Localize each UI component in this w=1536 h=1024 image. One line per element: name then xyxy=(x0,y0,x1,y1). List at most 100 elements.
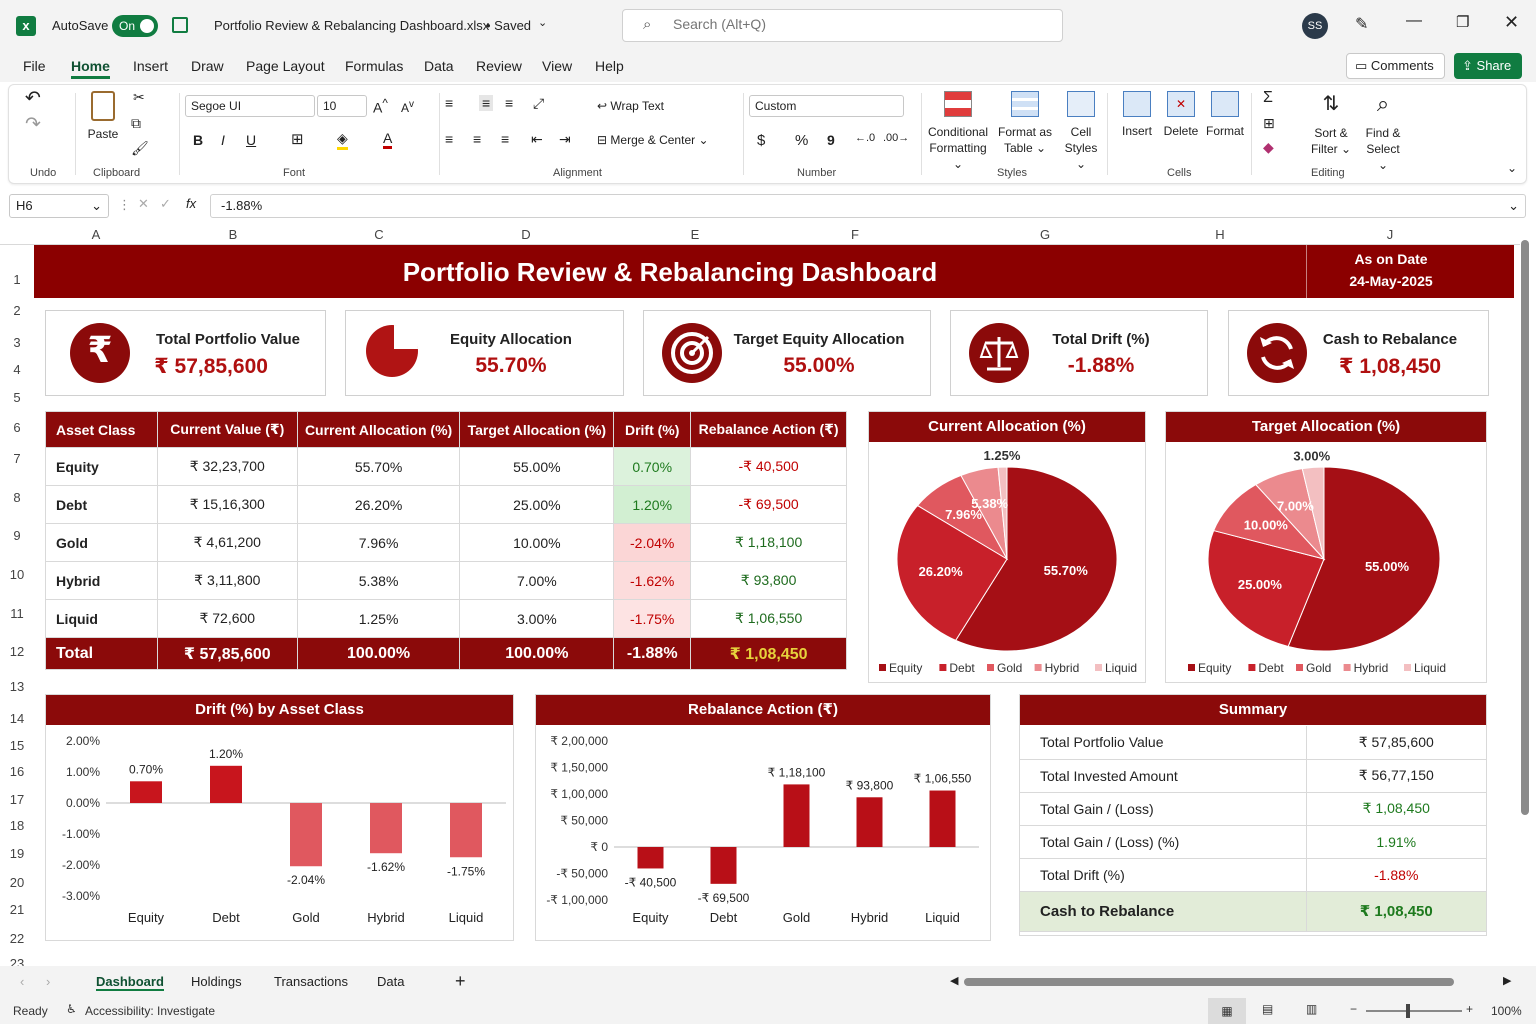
tab-draw[interactable]: Draw xyxy=(191,58,224,74)
row-header[interactable]: 1 xyxy=(13,272,21,287)
asset-class-cell[interactable]: Equity xyxy=(45,447,158,486)
row-header[interactable]: 2 xyxy=(13,303,21,318)
column-header[interactable]: H xyxy=(1215,227,1225,242)
bar-hybrid[interactable] xyxy=(370,803,402,854)
formula-input[interactable]: -1.88% ⌄ xyxy=(210,194,1526,218)
row-header[interactable]: 6 xyxy=(13,420,21,435)
asset-class-cell[interactable]: Debt xyxy=(45,485,158,524)
borders-icon[interactable]: ⊞ xyxy=(291,131,304,148)
number-format-select[interactable]: Custom xyxy=(749,95,904,117)
pie-slice-equity[interactable] xyxy=(954,466,1118,652)
total-cell[interactable]: 100.00% xyxy=(296,637,461,670)
current-allocation-cell[interactable]: 1.25% xyxy=(296,599,461,638)
cell-styles-button[interactable]: Cell Styles ⌄ xyxy=(1059,91,1103,172)
italic-button[interactable]: I xyxy=(221,132,225,148)
search-input[interactable] xyxy=(673,16,1033,32)
bar-equity[interactable] xyxy=(637,847,664,869)
row-header[interactable]: 13 xyxy=(9,679,25,694)
row-header[interactable]: 15 xyxy=(9,738,25,753)
asset-class-cell[interactable]: Liquid xyxy=(45,599,158,638)
row-header[interactable]: 12 xyxy=(9,644,25,659)
ribbon-expand-icon[interactable]: ⌄ xyxy=(1507,161,1518,175)
share-button[interactable]: ⇪ Share xyxy=(1454,53,1522,79)
zoom-level[interactable]: 100% xyxy=(1491,1004,1522,1018)
row-header[interactable]: 22 xyxy=(9,931,25,946)
zoom-thumb[interactable] xyxy=(1406,1004,1410,1018)
merge-center-button[interactable]: ⊟ Merge & Center ⌄ xyxy=(597,133,709,147)
delete-cells-button[interactable]: ✕ Delete xyxy=(1161,91,1201,138)
column-header[interactable]: G xyxy=(1039,227,1051,242)
tab-view[interactable]: View xyxy=(542,58,573,74)
normal-view-icon[interactable]: ▦ xyxy=(1208,998,1246,1024)
asset-class-cell[interactable]: Gold xyxy=(45,523,158,562)
column-header[interactable]: A xyxy=(91,227,101,242)
rebalance-action-cell[interactable]: ₹ 93,800 xyxy=(690,561,847,600)
add-sheet-icon[interactable]: + xyxy=(455,971,466,991)
pie-slice-gold[interactable] xyxy=(1212,483,1326,560)
restore-icon[interactable]: ❐ xyxy=(1456,14,1470,31)
row-header[interactable]: 16 xyxy=(9,764,25,779)
enter-icon[interactable]: ✓ xyxy=(160,196,171,211)
pie-slice-debt[interactable] xyxy=(896,504,1008,642)
sheet-tab-transactions[interactable]: Transactions xyxy=(274,974,348,989)
column-header[interactable]: F xyxy=(851,227,859,242)
decrease-decimal-icon[interactable]: .00→ xyxy=(883,132,910,144)
drift-cell[interactable]: -1.62% xyxy=(613,561,692,600)
comments-button[interactable]: ▭ Comments xyxy=(1346,53,1445,79)
align-right-icon[interactable]: ≡ xyxy=(501,131,510,147)
tab-review[interactable]: Review xyxy=(476,58,522,74)
summary-value[interactable]: -1.88% xyxy=(1306,858,1486,892)
sheet-tab-data[interactable]: Data xyxy=(377,974,405,989)
rebalance-action-cell[interactable]: -₹ 40,500 xyxy=(690,447,847,486)
row-header[interactable]: 8 xyxy=(13,490,21,505)
bar-gold[interactable] xyxy=(783,784,810,847)
avatar[interactable]: SS xyxy=(1302,13,1328,39)
clear-icon[interactable]: ◆ xyxy=(1263,139,1274,155)
tab-page-layout[interactable]: Page Layout xyxy=(246,58,325,74)
pie-slice-equity[interactable] xyxy=(1287,466,1441,652)
search-box[interactable]: ⌕ xyxy=(622,9,1063,42)
bar-hybrid[interactable] xyxy=(856,797,883,847)
asset-class-cell[interactable]: Hybrid xyxy=(45,561,158,600)
pie-slice-liquid[interactable] xyxy=(997,466,1008,560)
total-cell[interactable]: Total xyxy=(45,637,158,670)
minimize-icon[interactable]: — xyxy=(1406,12,1422,29)
drift-cell[interactable]: 0.70% xyxy=(613,447,692,486)
accessibility-icon[interactable]: ♿ xyxy=(66,1002,77,1016)
target-allocation-cell[interactable]: 25.00% xyxy=(459,485,615,524)
zoom-slider[interactable] xyxy=(1366,1004,1462,1018)
tab-home[interactable]: Home xyxy=(71,58,110,79)
current-allocation-cell[interactable]: 7.96% xyxy=(296,523,461,562)
grow-font-icon[interactable]: A^ xyxy=(373,97,388,116)
bold-button[interactable]: B xyxy=(193,132,204,148)
redo-icon[interactable]: ↷ xyxy=(25,114,41,135)
rebalance-action-cell[interactable]: -₹ 69,500 xyxy=(690,485,847,524)
increase-decimal-icon[interactable]: ←.0 xyxy=(855,132,876,144)
pen-icon[interactable]: ✎ xyxy=(1355,16,1369,33)
align-top-icon[interactable]: ≡ xyxy=(445,95,454,111)
paste-button[interactable]: Paste xyxy=(87,91,119,141)
current-allocation-cell[interactable]: 55.70% xyxy=(296,447,461,486)
underline-button[interactable]: U xyxy=(246,132,257,148)
rebalance-action-cell[interactable]: ₹ 1,18,100 xyxy=(690,523,847,562)
expand-formula-icon[interactable]: ⌄ xyxy=(1508,198,1519,213)
row-header[interactable]: 21 xyxy=(9,902,25,917)
current-value-cell[interactable]: ₹ 3,11,800 xyxy=(156,561,298,600)
save-state[interactable]: • Saved xyxy=(486,18,532,33)
format-cells-button[interactable]: Format xyxy=(1205,91,1245,138)
row-header[interactable]: 7 xyxy=(13,451,21,466)
tab-formulas[interactable]: Formulas xyxy=(345,58,404,74)
page-layout-view-icon[interactable]: ▤ xyxy=(1262,1002,1274,1016)
more-icon[interactable]: ⋮ xyxy=(118,197,131,212)
total-cell[interactable]: 100.00% xyxy=(459,637,615,670)
fill-icon[interactable]: ⊞ xyxy=(1263,115,1275,131)
scroll-right-icon[interactable]: ▶ xyxy=(1503,975,1512,987)
percent-button[interactable]: % xyxy=(795,132,809,149)
summary-value[interactable]: ₹ 56,77,150 xyxy=(1306,759,1486,793)
scroll-left-icon[interactable]: ◀ xyxy=(950,975,959,987)
sheet-tab-holdings[interactable]: Holdings xyxy=(191,974,242,989)
orientation-icon[interactable]: ⤢ xyxy=(533,95,545,111)
wrap-text-button[interactable]: ↩ Wrap Text xyxy=(597,99,664,113)
page-break-view-icon[interactable]: ▥ xyxy=(1306,1002,1318,1016)
row-header[interactable]: 3 xyxy=(13,335,21,350)
